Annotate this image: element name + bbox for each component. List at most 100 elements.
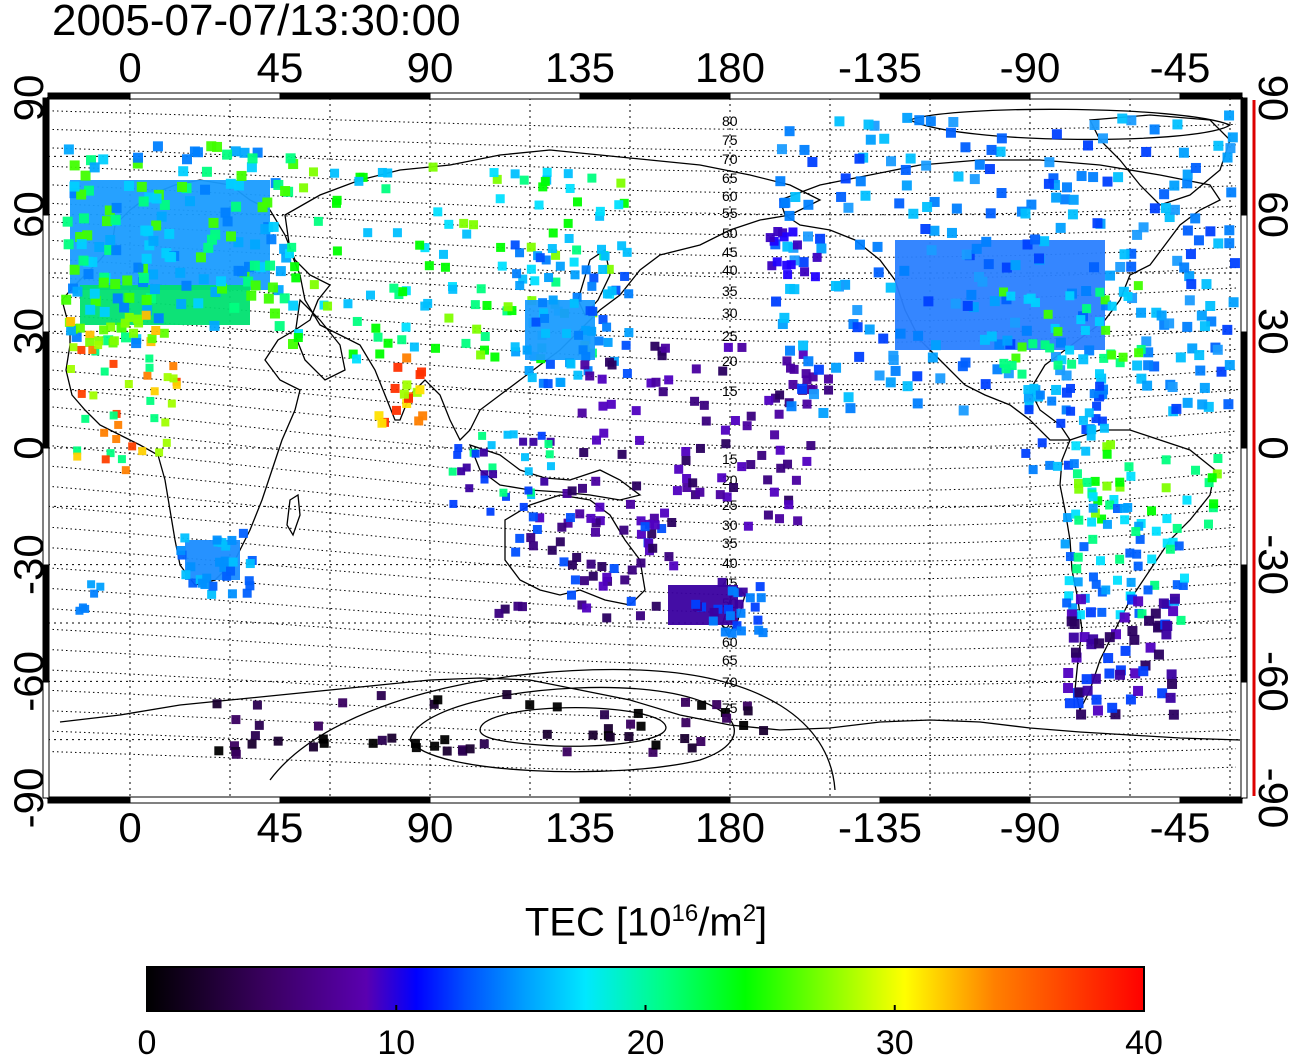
tec-cell	[1143, 347, 1154, 358]
tec-cell	[658, 387, 668, 397]
tec-cell	[368, 738, 378, 748]
tec-cell	[1133, 685, 1144, 696]
tec-cell	[519, 437, 528, 446]
tec-cell	[1061, 182, 1072, 193]
tec-cell	[1143, 360, 1154, 371]
tec-cell	[195, 252, 206, 263]
tec-cell	[212, 699, 222, 709]
left-lat-tick: 60	[5, 191, 52, 238]
tec-cell	[288, 159, 299, 170]
tec-cell	[648, 747, 658, 757]
tec-cell	[544, 273, 554, 283]
tec-cell	[100, 428, 109, 437]
mag-lat-contour	[48, 506, 1237, 562]
tec-cell	[566, 359, 576, 369]
tec-cell	[354, 176, 364, 186]
tec-cell	[774, 409, 784, 419]
tec-cell	[605, 357, 615, 367]
tec-cell	[273, 179, 284, 190]
tec-cell	[458, 746, 468, 756]
tec-cell	[532, 524, 542, 534]
tec-cell	[563, 169, 573, 179]
tec-cell	[402, 398, 412, 408]
tec-cell	[1112, 504, 1122, 514]
tec-cell	[776, 463, 786, 473]
tec-cell	[275, 266, 286, 277]
mag-lat-contour	[48, 485, 1237, 545]
tec-cell	[664, 552, 674, 562]
tec-cell	[1142, 380, 1153, 391]
tec-cell	[737, 462, 747, 472]
tec-cell	[290, 262, 300, 272]
tec-cell	[635, 611, 645, 621]
tec-cell	[78, 255, 89, 266]
mag-lat-label: 25	[722, 328, 738, 344]
tec-cell	[522, 345, 532, 355]
tec-cell	[440, 735, 450, 745]
cbar-title-sup1: 16	[671, 900, 699, 927]
tec-cell	[1133, 281, 1143, 291]
tec-cell	[555, 537, 565, 547]
tec-cell	[854, 153, 865, 164]
tec-cell	[308, 742, 318, 752]
tec-cell	[754, 625, 764, 635]
tec-cell	[254, 720, 264, 730]
tec-cell	[1144, 615, 1155, 626]
tec-cell	[180, 533, 190, 543]
tec-cell	[960, 142, 971, 153]
tec-cell	[1171, 403, 1182, 414]
tec-cell	[164, 251, 175, 262]
tec-cell	[657, 351, 667, 361]
tec-cell	[649, 513, 659, 523]
tec-cell	[1063, 460, 1073, 470]
tec-cell	[746, 411, 756, 421]
frame-seg-top	[47, 92, 131, 100]
tec-cell	[133, 262, 144, 273]
tec-cell	[636, 529, 646, 539]
left-lat-tick: -30	[5, 534, 52, 595]
tec-cell	[164, 228, 175, 239]
tec-cell	[651, 601, 661, 611]
tec-cell	[1126, 248, 1137, 259]
tec-cell	[587, 173, 597, 183]
tec-cell	[715, 490, 725, 500]
tec-cell	[172, 380, 181, 389]
tec-cell	[524, 467, 533, 476]
tec-cell	[1212, 344, 1223, 355]
frame-seg-right	[1240, 331, 1248, 449]
tec-cell	[1094, 317, 1104, 327]
tec-cell	[920, 224, 931, 235]
tec-cell	[181, 570, 191, 580]
tec-cell	[798, 257, 809, 268]
mag-lat-contour	[48, 751, 1237, 774]
tec-cell	[722, 713, 732, 723]
tec-cell	[1055, 222, 1066, 233]
tec-cell	[228, 557, 238, 567]
colorbar-tick-label: 10	[377, 1024, 415, 1057]
tec-cell	[622, 368, 632, 378]
tec-cell	[1140, 660, 1151, 671]
tec-cell	[1088, 172, 1099, 183]
tec-cell	[121, 466, 130, 475]
tec-cell	[1006, 291, 1016, 301]
tec-cell	[129, 328, 139, 338]
mag-lat-label: 20	[722, 353, 738, 369]
top-lon-tick: 135	[545, 44, 615, 91]
tec-cell	[1182, 178, 1193, 189]
tec-cell	[234, 180, 245, 191]
mag-lat-label: 35	[722, 535, 738, 551]
tec-cell	[1066, 406, 1076, 416]
tec-cell	[780, 197, 791, 208]
tec-cell	[402, 380, 412, 390]
tec-cell	[948, 117, 959, 128]
tec-cell	[457, 467, 466, 476]
tec-cell	[1090, 673, 1101, 684]
tec-cell	[878, 333, 889, 344]
tec-cell	[1120, 515, 1130, 525]
tec-cell	[124, 312, 134, 322]
tec-cell	[1184, 271, 1195, 282]
tec-cell	[1113, 172, 1124, 183]
tec-cell	[1133, 561, 1143, 571]
tec-cell	[444, 313, 454, 323]
tec-cell	[1106, 440, 1116, 450]
